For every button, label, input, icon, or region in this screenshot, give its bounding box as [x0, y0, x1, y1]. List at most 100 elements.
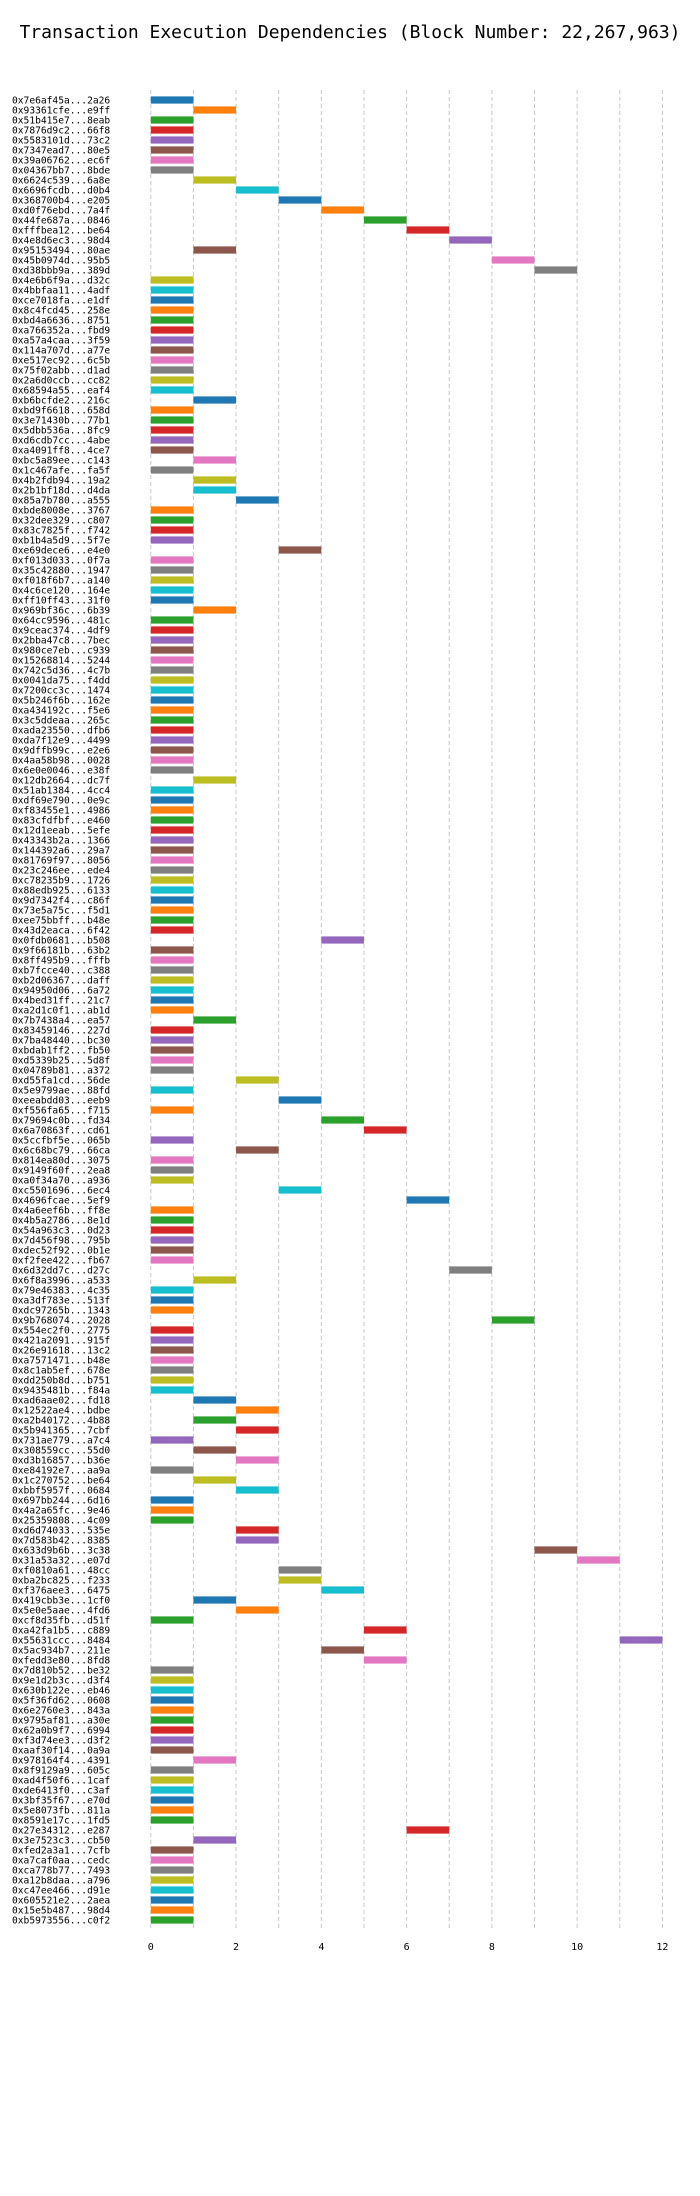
bar [150, 566, 194, 574]
bar [278, 546, 322, 554]
y-tick-label: 0x45b0974d...95b5 [12, 255, 110, 266]
bar [150, 756, 194, 764]
y-tick-label: 0x6696fcdb...d0b4 [12, 185, 110, 196]
y-tick-label: 0x5e9799ae...88fd [12, 1085, 110, 1096]
y-tick-label: 0x2b1bf18d...d4da [12, 485, 110, 496]
bar [150, 1386, 194, 1394]
bar [193, 476, 237, 484]
bar [193, 1836, 237, 1844]
bar [150, 1496, 194, 1504]
bar [150, 646, 194, 654]
bar [236, 1486, 279, 1494]
y-tick-label: 0x8c4fcd45...258e [12, 305, 110, 316]
bar [150, 1106, 194, 1114]
y-tick-label: 0xb2d06367...daff [12, 975, 110, 986]
bar [150, 1796, 194, 1804]
bar [150, 1366, 194, 1374]
y-tick-label: 0xdc97265b...1343 [12, 1305, 110, 1316]
y-tick-label: 0x7200cc3c...1474 [12, 685, 110, 696]
y-tick-label: 0xada23550...dfb6 [12, 725, 110, 736]
y-tick-label: 0x7b7438a4...ea57 [12, 1015, 110, 1026]
bar [150, 806, 194, 814]
y-tick-label: 0x73e5a75c...f5d1 [12, 905, 110, 916]
bar [150, 926, 194, 934]
y-tick-label: 0x731ae779...a7c4 [12, 1435, 110, 1446]
bar [150, 1906, 194, 1914]
bar [150, 1336, 194, 1344]
y-tick-label: 0xd5339b25...5d8f [12, 1055, 110, 1066]
bar [150, 1716, 194, 1724]
bar [193, 606, 237, 614]
bar [150, 716, 194, 724]
bar [150, 1296, 194, 1304]
bar [193, 246, 237, 254]
bar [150, 1216, 194, 1224]
bar [321, 1646, 364, 1654]
y-tick-label: 0x0041da75...f4dd [12, 675, 110, 686]
bar [150, 876, 194, 884]
y-tick-label: 0x3e71430b...77b1 [12, 415, 110, 426]
y-tick-label: 0xfed2a3a1...7cfb [12, 1845, 110, 1856]
y-tick-label: 0x4e6b6f9a...d32c [12, 275, 110, 286]
y-tick-label: 0x4a6eef6b...ff8e [12, 1205, 110, 1216]
y-tick-label: 0x43343b2a...1366 [12, 835, 110, 846]
y-tick-label: 0xce7018fa...e1df [12, 295, 110, 306]
bar [150, 1036, 194, 1044]
bar [150, 1086, 194, 1094]
bar [321, 1586, 364, 1594]
y-tick-label: 0xa0f34a70...a936 [12, 1175, 110, 1186]
y-tick-label: 0x308559cc...55d0 [12, 1445, 110, 1456]
bar [150, 406, 194, 414]
y-tick-label: 0xf3d74ee3...d3f2 [12, 1735, 110, 1746]
bar [534, 1546, 578, 1554]
bar [150, 1876, 194, 1884]
bar [150, 946, 194, 954]
bar [150, 896, 194, 904]
bar [150, 686, 194, 694]
y-tick-label: 0xd3b16857...b36e [12, 1455, 110, 1466]
y-tick-label: 0x4c6ce120...164e [12, 585, 110, 596]
bar [150, 1346, 194, 1354]
bar [150, 746, 194, 754]
y-tick-label: 0x8591e17c...1fd5 [12, 1815, 110, 1826]
y-tick-label: 0xf376aee3...6475 [12, 1585, 110, 1596]
bar [150, 166, 194, 174]
y-tick-label: 0xf556fa65...f715 [12, 1105, 110, 1116]
bar [363, 1656, 407, 1664]
y-tick-label: 0x5ac934b7...211e [12, 1645, 110, 1656]
y-tick-label: 0x4696fcae...5ef9 [12, 1195, 110, 1206]
y-tick-label: 0x81769f97...8056 [12, 855, 110, 866]
y-tick-label: 0xe84192e7...aa9a [12, 1465, 110, 1476]
bar [406, 1196, 450, 1204]
bar [619, 1636, 663, 1644]
y-tick-label: 0x6e0e0046...e38f [12, 765, 110, 776]
bar [193, 1476, 237, 1484]
bar [406, 1826, 450, 1834]
bar [150, 526, 194, 534]
bar [150, 1256, 194, 1264]
bar [150, 706, 194, 714]
bar [150, 306, 194, 314]
y-tick-label: 0xda7f12e9...4499 [12, 735, 110, 746]
y-tick-label: 0x75f02abb...d1ad [12, 365, 110, 376]
y-tick-label: 0x43d2eaca...6f42 [12, 925, 110, 936]
bar [150, 1676, 194, 1684]
bar [150, 446, 194, 454]
y-tick-label: 0x9f66181b...63b2 [12, 945, 110, 956]
y-tick-label: 0xa7571471...b48e [12, 1355, 110, 1366]
bar [236, 186, 279, 194]
y-tick-label: 0x980ce7eb...c939 [12, 645, 110, 656]
y-tick-label: 0x15e5b487...98d4 [12, 1905, 110, 1916]
bar [193, 1756, 237, 1764]
y-tick-label: 0x421a2091...915f [12, 1335, 110, 1346]
y-tick-label: 0x4e8d6ec3...98d4 [12, 235, 110, 246]
y-tick-label: 0x83459146...227d [12, 1025, 110, 1036]
bar [150, 136, 194, 144]
y-tick-label: 0x27e34312...e287 [12, 1825, 110, 1836]
bar [449, 236, 492, 244]
y-tick-label: 0x85a7b780...a555 [12, 495, 110, 506]
bar [150, 386, 194, 394]
bar [150, 376, 194, 384]
y-tick-label: 0x83cfdfbf...e460 [12, 815, 110, 826]
x-tick-label: 2 [233, 1942, 239, 1953]
